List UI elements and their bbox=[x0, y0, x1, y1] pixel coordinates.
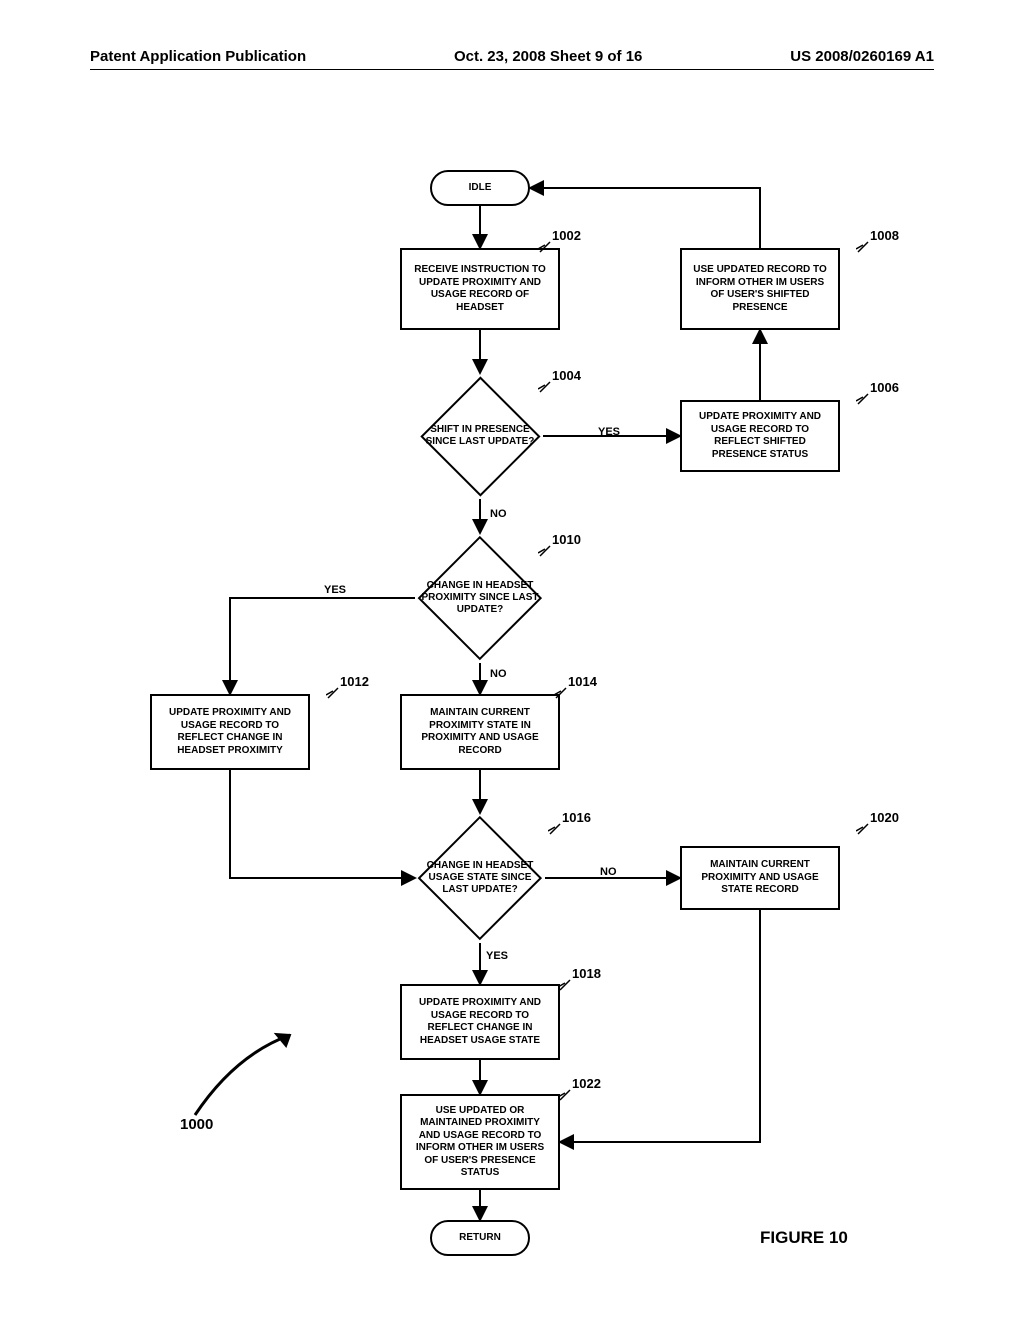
decision-d1004: SHIFT IN PRESENCE SINCE LAST UPDATE? bbox=[420, 376, 540, 496]
page-header: Patent Application Publication Oct. 23, … bbox=[90, 48, 934, 70]
ref-1010: 1010 bbox=[552, 532, 581, 547]
ref-1016: 1016 bbox=[562, 810, 591, 825]
ref-1014: 1014 bbox=[568, 674, 597, 689]
process-n1022: USE UPDATED OR MAINTAINED PROXIMITY AND … bbox=[400, 1094, 560, 1190]
ref-1004: 1004 bbox=[552, 368, 581, 383]
ref-1018: 1018 bbox=[572, 966, 601, 981]
tick-1010 bbox=[538, 544, 552, 561]
edge-label-d1010_no: NO bbox=[490, 668, 507, 680]
process-n1012: UPDATE PROXIMITY AND USAGE RECORD TO REF… bbox=[150, 694, 310, 770]
figure-reference-number: 1000 bbox=[180, 1116, 213, 1133]
ref-1002: 1002 bbox=[552, 228, 581, 243]
tick-1020 bbox=[856, 822, 870, 839]
curve-1000 bbox=[195, 1035, 290, 1115]
flowchart-canvas: 1000 FIGURE 10 IDLE RECEIVE INSTRUCTION T… bbox=[0, 100, 1024, 1300]
decision-text-d1010: CHANGE IN HEADSET PROXIMITY SINCE LAST U… bbox=[418, 536, 542, 660]
terminator-return: RETURN bbox=[430, 1220, 530, 1256]
header-left: Patent Application Publication bbox=[90, 48, 306, 65]
ref-1006: 1006 bbox=[870, 380, 899, 395]
edge bbox=[560, 910, 760, 1142]
edge-label-d1016_no: NO bbox=[600, 866, 617, 878]
decision-text-d1016: CHANGE IN HEADSET USAGE STATE SINCE LAST… bbox=[418, 816, 542, 940]
ref-1020: 1020 bbox=[870, 810, 899, 825]
process-n1014: MAINTAIN CURRENT PROXIMITY STATE IN PROX… bbox=[400, 694, 560, 770]
process-n1008: USE UPDATED RECORD TO INFORM OTHER IM US… bbox=[680, 248, 840, 330]
ref-1008: 1008 bbox=[870, 228, 899, 243]
edge-label-d1004_yes: YES bbox=[598, 426, 620, 438]
decision-d1010: CHANGE IN HEADSET PROXIMITY SINCE LAST U… bbox=[418, 536, 542, 660]
tick-1022 bbox=[558, 1088, 572, 1105]
tick-1002 bbox=[538, 240, 552, 257]
tick-1012 bbox=[326, 686, 340, 703]
process-n1002: RECEIVE INSTRUCTION TO UPDATE PROXIMITY … bbox=[400, 248, 560, 330]
tick-1006 bbox=[856, 392, 870, 409]
tick-1004 bbox=[538, 380, 552, 397]
process-n1006: UPDATE PROXIMITY AND USAGE RECORD TO REF… bbox=[680, 400, 840, 472]
process-n1020: MAINTAIN CURRENT PROXIMITY AND USAGE STA… bbox=[680, 846, 840, 910]
edge-label-d1016_yes: YES bbox=[486, 950, 508, 962]
tick-1016 bbox=[548, 822, 562, 839]
ref-1022: 1022 bbox=[572, 1076, 601, 1091]
edge bbox=[230, 598, 415, 694]
terminator-idle: IDLE bbox=[430, 170, 530, 206]
figure-caption: FIGURE 10 bbox=[760, 1228, 848, 1248]
process-n1018: UPDATE PROXIMITY AND USAGE RECORD TO REF… bbox=[400, 984, 560, 1060]
edge bbox=[230, 770, 415, 878]
curve-1000-arrowhead bbox=[276, 1034, 290, 1046]
edge-label-d1010_yes: YES bbox=[324, 584, 346, 596]
decision-d1016: CHANGE IN HEADSET USAGE STATE SINCE LAST… bbox=[418, 816, 542, 940]
tick-1018 bbox=[558, 978, 572, 995]
tick-1008 bbox=[856, 240, 870, 257]
edge-label-d1004_no: NO bbox=[490, 508, 507, 520]
header-right: US 2008/0260169 A1 bbox=[790, 48, 934, 65]
header-center: Oct. 23, 2008 Sheet 9 of 16 bbox=[454, 48, 642, 65]
decision-text-d1004: SHIFT IN PRESENCE SINCE LAST UPDATE? bbox=[420, 376, 540, 496]
ref-1012: 1012 bbox=[340, 674, 369, 689]
tick-1014 bbox=[554, 686, 568, 703]
